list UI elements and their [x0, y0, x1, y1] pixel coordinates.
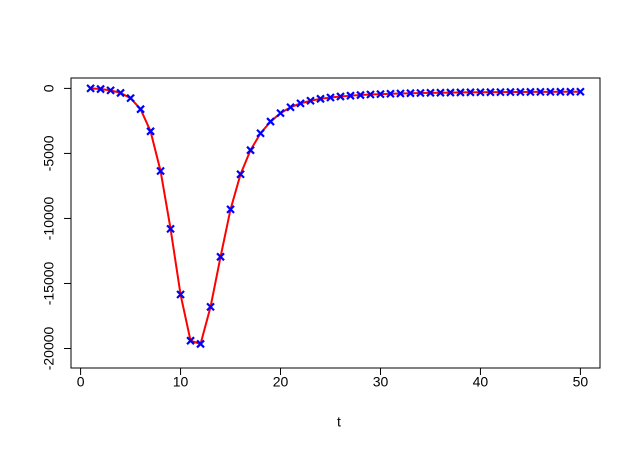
point	[236, 169, 245, 179]
y-tick-label: -20000	[41, 326, 57, 370]
point	[186, 336, 195, 345]
point	[246, 145, 255, 155]
point	[526, 87, 535, 97]
point	[126, 93, 135, 103]
point	[416, 88, 425, 98]
point	[506, 87, 515, 97]
point	[546, 87, 555, 97]
point	[96, 84, 105, 94]
point	[86, 84, 95, 93]
point	[326, 93, 335, 102]
x-tick-label: 40	[473, 374, 489, 390]
point	[256, 128, 265, 138]
point	[386, 89, 395, 99]
point	[346, 91, 355, 100]
point	[206, 302, 215, 312]
point	[356, 90, 365, 100]
point	[466, 88, 475, 97]
point	[576, 87, 585, 97]
point	[306, 96, 315, 106]
point	[226, 205, 235, 214]
point	[446, 88, 455, 97]
point	[136, 104, 145, 114]
point	[456, 88, 465, 97]
point	[296, 99, 305, 108]
point	[496, 87, 505, 97]
x-axis-label: t	[337, 414, 341, 430]
point	[486, 87, 495, 97]
point	[406, 88, 415, 98]
point	[106, 86, 115, 95]
y-tick-label: 0	[41, 84, 57, 92]
y-tick-label: -5000	[41, 135, 57, 171]
point	[156, 166, 165, 176]
x-tick-label: 50	[573, 374, 589, 390]
point	[176, 290, 185, 299]
x-tick-label: 10	[173, 374, 189, 390]
x-tick-label: 20	[273, 374, 289, 390]
point	[556, 87, 565, 97]
point	[436, 88, 445, 97]
point	[196, 339, 205, 349]
point	[396, 89, 405, 98]
point	[336, 92, 345, 101]
point	[316, 94, 325, 104]
plot-box	[70, 77, 601, 369]
y-tick-label: -15000	[41, 261, 57, 305]
point	[536, 87, 545, 97]
point	[266, 117, 275, 126]
point	[476, 87, 485, 97]
point	[566, 87, 575, 97]
point	[116, 88, 125, 98]
point	[166, 224, 175, 234]
point	[516, 87, 525, 97]
point	[276, 108, 285, 118]
fit-line	[90, 87, 581, 346]
point	[426, 88, 435, 98]
x-tick-label: 30	[373, 374, 389, 390]
point	[146, 127, 155, 136]
x-tick-label: 0	[77, 374, 85, 390]
y-tick-label: -10000	[41, 196, 57, 240]
point	[216, 252, 225, 262]
point	[286, 102, 295, 112]
point	[376, 89, 385, 99]
point	[366, 90, 375, 99]
